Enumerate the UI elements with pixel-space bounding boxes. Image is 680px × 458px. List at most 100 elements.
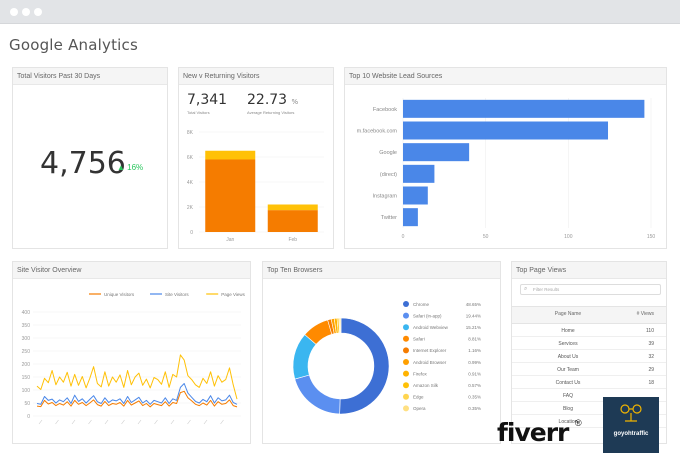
table-row[interactable]: Services 39 — [512, 337, 666, 350]
filter-input[interactable]: ⌕ Filter Results — [520, 284, 661, 295]
x-tick-mark — [187, 419, 191, 425]
legend-swatch — [403, 405, 409, 412]
legend-label: Android Webview — [413, 325, 449, 330]
lead-sources-panel: Top 10 Website Lead Sources 0 50 100 150 Fac… — [344, 67, 667, 249]
legend-label: Unique Visitors — [104, 292, 135, 297]
x-tick-mark — [154, 419, 158, 425]
category-label: (direct) — [380, 172, 397, 178]
y-tick-label: 50 — [24, 401, 30, 407]
x-tick-mark — [71, 419, 76, 425]
category-label: Instagram — [373, 194, 398, 200]
returning-percent-stat: 22.73 % — [247, 92, 298, 108]
panel-title: Top Ten Browsers — [263, 262, 500, 279]
page-name: FAQ — [562, 393, 573, 399]
page-views: 32 — [648, 354, 654, 360]
page-views: 110 — [646, 328, 654, 334]
pie-slice — [339, 317, 390, 415]
page-name: Services — [558, 341, 578, 347]
page-name: Contact Us — [555, 380, 581, 386]
legend-value: 48.65% — [466, 302, 481, 307]
x-tick-mark — [121, 419, 125, 425]
legend-swatch — [403, 370, 409, 377]
column-header-views[interactable]: # Views — [636, 311, 654, 317]
returning-percent-label: Average Returning Visitors — [247, 110, 295, 115]
new-returning-chart: 8K 6K 4K 2K 0 Jan Feb — [187, 130, 324, 243]
window-dot-minimize[interactable] — [22, 8, 30, 16]
table-row[interactable]: Contact Us 18 — [512, 376, 666, 389]
bar-segment — [267, 204, 318, 211]
y-tick-label: 100 — [22, 388, 31, 394]
bar-segment — [267, 210, 318, 232]
legend-swatch — [403, 324, 409, 331]
returning-percent-value: 22.73 — [247, 92, 288, 108]
visitors-delta-badge: ▲ 16% — [117, 163, 144, 172]
page-views: 18 — [648, 380, 654, 386]
panel-title: New v Returning Visitors — [179, 68, 333, 85]
legend-label: Safari — [413, 337, 425, 342]
x-tick-label: 150 — [647, 234, 656, 240]
pie-slice — [339, 317, 342, 334]
y-tick-label: 200 — [22, 362, 31, 368]
panel-title: Top Page Views — [512, 262, 666, 279]
x-tick-mark — [220, 419, 224, 425]
legend-label: Internet Explorer — [413, 348, 447, 353]
seller-logo-mark — [620, 404, 642, 422]
legend-swatch — [403, 359, 409, 365]
fiverr-registered-mark: ® — [575, 418, 582, 428]
returning-percent-unit: % — [291, 98, 299, 106]
table-row[interactable]: Location — [512, 415, 666, 428]
table-row[interactable]: Blog — [512, 402, 666, 415]
legend-label: Site Visitors — [165, 292, 189, 297]
bar — [403, 164, 435, 183]
table-row[interactable]: Our Team 29 — [512, 363, 666, 376]
y-tick-label: 150 — [22, 375, 31, 381]
table-row[interactable]: FAQ — [512, 389, 666, 402]
y-tick-label: 250 — [22, 349, 31, 355]
x-tick-label: Jan — [226, 237, 234, 243]
bar — [403, 208, 418, 227]
page-title: Google Analytics — [9, 36, 138, 54]
window-dot-maximize[interactable] — [34, 8, 42, 16]
bar-segment — [205, 159, 256, 232]
page-name: Our Team — [557, 367, 579, 373]
series-line — [36, 390, 238, 408]
page-name: Location — [558, 419, 578, 425]
legend-swatch — [403, 335, 409, 342]
new-returning-panel: New v Returning Visitors 7,341 Total Vis… — [178, 67, 334, 249]
window-titlebar — [0, 0, 680, 24]
x-tick-mark — [137, 419, 142, 425]
y-tick-label: 400 — [22, 310, 31, 316]
total-visitors-value: 4,756 — [40, 146, 126, 181]
y-tick-label: 4K — [187, 180, 194, 186]
x-tick-label: 50 — [483, 234, 489, 240]
y-tick-label: 6K — [187, 155, 194, 161]
legend-value: 0.35% — [468, 406, 481, 411]
browsers-chart: Chrome 48.65% Safari (in-app) 19.44% Android… — [292, 301, 481, 415]
y-tick-label: 350 — [22, 323, 31, 329]
column-header-page[interactable]: Page Name — [554, 311, 582, 317]
y-tick-label: 300 — [22, 336, 31, 342]
x-tick-label: 0 — [402, 234, 405, 240]
table-row[interactable]: About Us 32 — [512, 350, 666, 363]
page-name: Home — [561, 328, 575, 334]
panel-title: Site Visitor Overview — [13, 262, 250, 279]
category-label: Google — [379, 150, 397, 156]
legend-value: 8.81% — [468, 337, 481, 342]
x-tick-mark — [55, 419, 59, 425]
seller-logo: goyohtraffic — [603, 397, 659, 453]
window-dot-close[interactable] — [10, 8, 18, 16]
category-label: Twitter — [381, 215, 397, 221]
table-header: Page Name # Views — [512, 306, 666, 324]
legend-label: Android Browser — [413, 360, 447, 365]
category-label: Facebook — [373, 107, 397, 113]
legend-value: 0.91% — [468, 371, 481, 376]
table-row[interactable]: Home 110 — [512, 324, 666, 337]
category-label: m.facebook.com — [357, 129, 398, 135]
y-tick-label: 0 — [190, 230, 193, 236]
legend-swatch — [403, 312, 409, 319]
page-views: 39 — [648, 341, 654, 347]
legend-label: Opera — [413, 406, 426, 411]
legend-value: 1.16% — [468, 348, 481, 353]
legend-label: Safari (in-app) — [413, 313, 442, 318]
lead-sources-chart: 0 50 100 150 Facebook m.facebook.com Google (di… — [357, 98, 656, 240]
